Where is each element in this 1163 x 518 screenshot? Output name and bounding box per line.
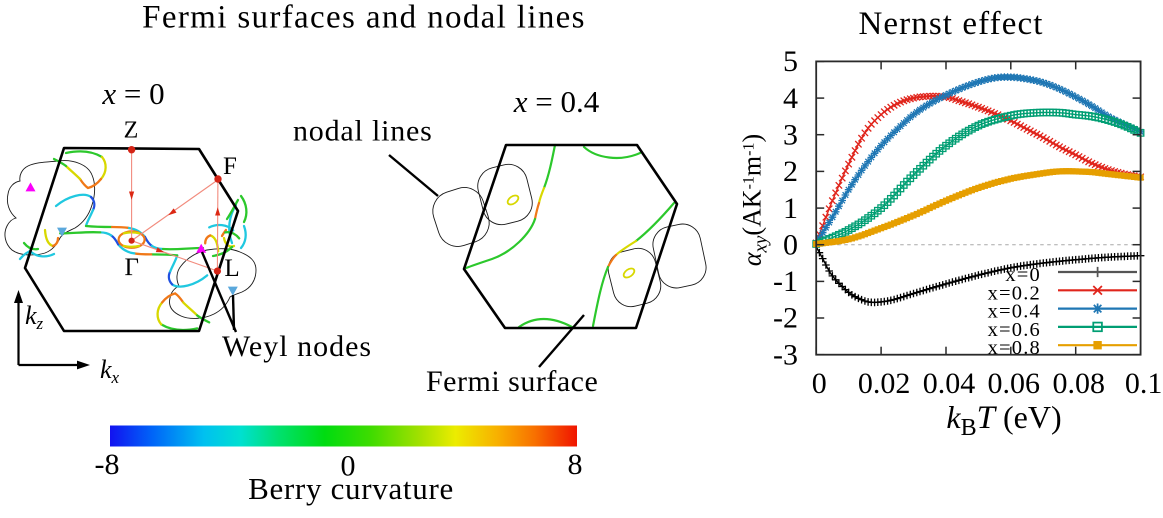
- svg-text:Fermi surfaces and nodal lines: Fermi surfaces and nodal lines: [142, 0, 586, 36]
- svg-text:x=0.4: x=0.4: [988, 301, 1041, 323]
- svg-text:1: 1: [783, 192, 798, 225]
- svg-text:x=0.6: x=0.6: [988, 319, 1041, 341]
- svg-text:Γ: Γ: [124, 254, 138, 281]
- svg-text:x=0.2: x=0.2: [988, 282, 1041, 304]
- svg-text:x=0: x=0: [1005, 264, 1041, 286]
- svg-text:0.08: 0.08: [1052, 367, 1105, 400]
- svg-text:0: 0: [812, 367, 827, 400]
- svg-text:Weyl nodes: Weyl nodes: [222, 330, 372, 363]
- svg-text:x = 0: x = 0: [101, 76, 164, 111]
- svg-text:-3: -3: [773, 338, 798, 371]
- svg-text:Berry curvature: Berry curvature: [248, 471, 454, 506]
- svg-text:F: F: [223, 153, 237, 180]
- svg-text:0: 0: [783, 228, 798, 261]
- svg-text:-1: -1: [773, 265, 798, 298]
- svg-text:L: L: [224, 255, 239, 282]
- svg-text:-8: -8: [95, 448, 120, 481]
- svg-text:3: 3: [783, 118, 798, 151]
- svg-text:x=0.8: x=0.8: [988, 337, 1041, 359]
- svg-text:5: 5: [783, 45, 798, 78]
- svg-text:Z: Z: [124, 118, 139, 144]
- svg-text:0.04: 0.04: [923, 367, 976, 400]
- svg-text:2: 2: [783, 155, 798, 188]
- svg-text:αxy(AK-1m-1): αxy(AK-1m-1): [738, 134, 772, 266]
- svg-text:nodal lines: nodal lines: [293, 115, 433, 148]
- svg-text:-2: -2: [773, 302, 798, 335]
- svg-text:0: 0: [341, 450, 356, 483]
- svg-text:0.02: 0.02: [858, 367, 911, 400]
- svg-text:0.06: 0.06: [988, 367, 1041, 400]
- svg-text:8: 8: [568, 448, 583, 481]
- svg-text:x = 0.4: x = 0.4: [513, 84, 600, 119]
- svg-text:0.1: 0.1: [1125, 367, 1163, 400]
- svg-text:Nernst effect: Nernst effect: [858, 6, 1043, 42]
- svg-text:4: 4: [783, 82, 798, 115]
- svg-text:Fermi surface: Fermi surface: [426, 365, 598, 398]
